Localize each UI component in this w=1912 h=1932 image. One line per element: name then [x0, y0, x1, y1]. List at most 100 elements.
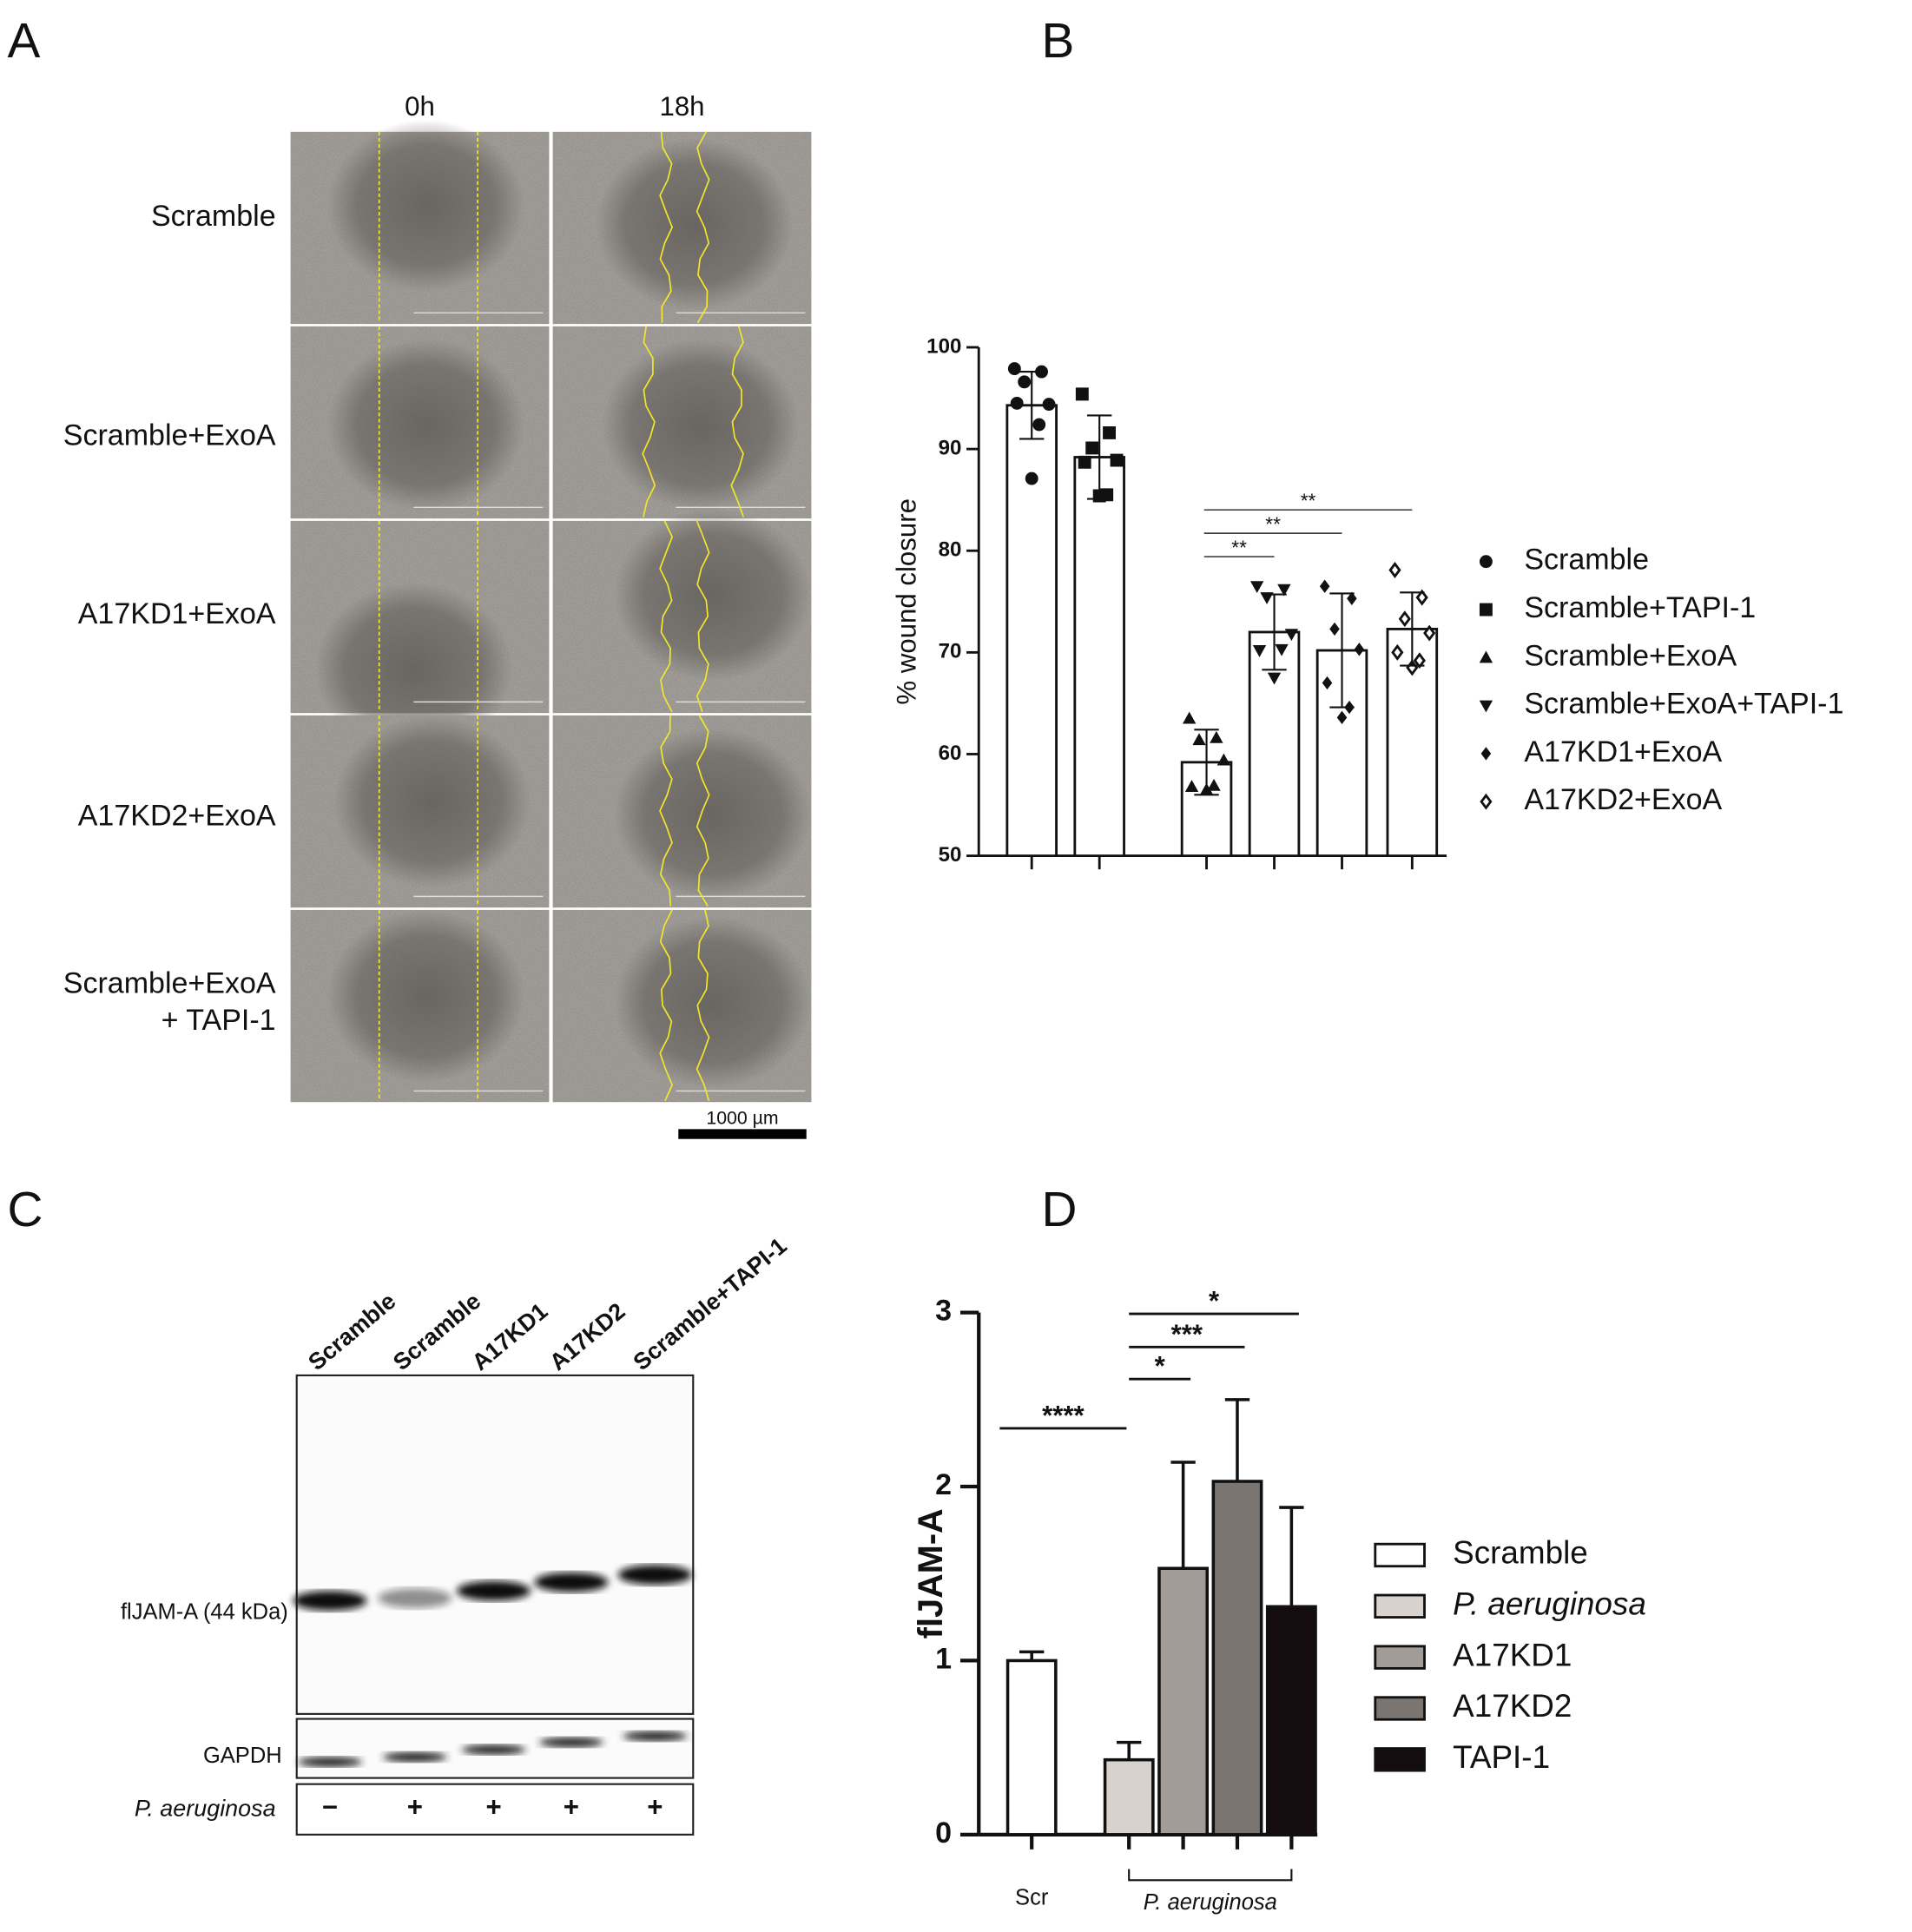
panel-label: C	[8, 1183, 43, 1237]
data-point	[1110, 453, 1124, 467]
wound-edge	[696, 520, 710, 712]
legend-label: A17KD1	[1453, 1637, 1572, 1672]
significance-label: *	[1155, 1351, 1166, 1381]
treatment-label: P. aeruginosa	[135, 1796, 276, 1822]
wound-edge	[659, 520, 674, 713]
error-bar	[1279, 1506, 1304, 1607]
blot-band	[382, 1751, 447, 1763]
data-point	[1075, 387, 1089, 401]
wound-edge	[696, 909, 710, 1102]
legend-label: Scramble+TAPI-1	[1524, 591, 1756, 624]
treatment-mark: +	[485, 1791, 501, 1822]
row-label: A17KD2+ExoA	[78, 800, 276, 833]
significance-label: *	[1209, 1286, 1220, 1316]
data-point	[1007, 362, 1021, 375]
data-point	[1415, 589, 1428, 606]
micrograph-shadow	[614, 916, 812, 1089]
lane-label: A17KD2	[544, 1298, 630, 1375]
data-point	[1354, 643, 1365, 656]
lane-label: Scramble	[303, 1288, 400, 1375]
significance-label: **	[1231, 537, 1247, 559]
panel-label: D	[1042, 1183, 1078, 1237]
data-point	[1398, 610, 1411, 628]
treatment-mark: +	[407, 1791, 423, 1822]
data-point	[1284, 629, 1299, 642]
data-point	[1085, 441, 1099, 455]
legend-label: Scramble+ExoA	[1524, 639, 1737, 672]
treatment-mark: +	[564, 1791, 579, 1822]
row-label: Scramble	[151, 200, 276, 233]
bar	[1157, 1566, 1210, 1836]
legend-marker	[1479, 650, 1493, 663]
data-point	[1078, 455, 1091, 469]
scale-bar-label: 1000 µm	[706, 1108, 778, 1129]
data-point	[1275, 643, 1289, 656]
data-point	[1319, 579, 1330, 593]
error-bar	[1019, 371, 1045, 440]
blot-band	[461, 1744, 526, 1755]
panel-label: A	[8, 14, 41, 69]
error-bar	[1170, 1461, 1196, 1569]
data-point	[1207, 778, 1221, 791]
data-point	[1249, 581, 1264, 594]
x-group-label: Scr	[1015, 1885, 1049, 1909]
scale-bar	[678, 1129, 807, 1139]
bar	[1211, 1480, 1263, 1836]
legend-label: A17KD2	[1453, 1688, 1572, 1724]
data-point	[1347, 591, 1357, 605]
data-point	[1183, 711, 1197, 724]
micrograph-shadow	[333, 715, 531, 888]
bar	[1005, 1658, 1058, 1836]
data-point	[1388, 562, 1401, 578]
panel-label: B	[1042, 14, 1075, 69]
y-axis-label: % wound closure	[892, 498, 922, 705]
blot-band	[378, 1588, 452, 1608]
legend-marker	[1480, 793, 1493, 810]
legend-label: Scramble	[1453, 1535, 1588, 1571]
data-point	[1322, 676, 1333, 690]
data-point	[1336, 710, 1348, 724]
error-bar	[1262, 593, 1287, 671]
significance-label: **	[1301, 490, 1316, 512]
micrograph-shadow	[314, 582, 512, 755]
legend-label: Scramble+ExoA+TAPI-1	[1524, 688, 1843, 721]
wound-edge	[696, 131, 710, 324]
error-bar	[1194, 729, 1219, 796]
error-bar	[1087, 414, 1112, 500]
y-tick-label: 1	[935, 1642, 952, 1675]
blot-frame	[295, 1374, 695, 1715]
legend-swatch	[1374, 1696, 1426, 1721]
data-point	[1277, 584, 1291, 597]
row-label: + TAPI-1	[162, 1004, 276, 1037]
bar	[1073, 456, 1125, 858]
bar	[1265, 1605, 1317, 1836]
micrograph-shadow	[596, 137, 794, 311]
x-group-label: P. aeruginosa	[1144, 1890, 1277, 1915]
legend-marker	[1479, 700, 1493, 713]
legend-label: A17KD2+ExoA	[1524, 783, 1722, 816]
treatment-mark: −	[322, 1791, 338, 1822]
data-point	[1391, 643, 1404, 661]
error-bar	[1400, 591, 1425, 667]
y-tick-label: 70	[939, 640, 962, 663]
data-point	[1329, 622, 1340, 636]
blot-band	[539, 1737, 603, 1748]
micrograph-shadow	[327, 339, 525, 511]
y-tick-label: 3	[935, 1295, 952, 1328]
y-tick-label: 0	[935, 1817, 952, 1850]
blot-band	[298, 1757, 362, 1767]
micrograph-shadow	[614, 508, 812, 682]
wound-edge	[642, 326, 656, 518]
column-label: 18h	[659, 91, 704, 122]
legend-label: P. aeruginosa	[1453, 1586, 1646, 1622]
micrograph-shadow	[614, 728, 812, 900]
y-tick-label: 90	[939, 436, 962, 459]
data-point	[1216, 753, 1231, 766]
y-tick-label: 60	[939, 742, 962, 765]
significance-label: **	[1265, 513, 1281, 536]
data-point	[1413, 652, 1426, 669]
legend-marker	[1480, 747, 1492, 761]
data-point	[1032, 418, 1046, 432]
legend-swatch	[1374, 1593, 1426, 1619]
